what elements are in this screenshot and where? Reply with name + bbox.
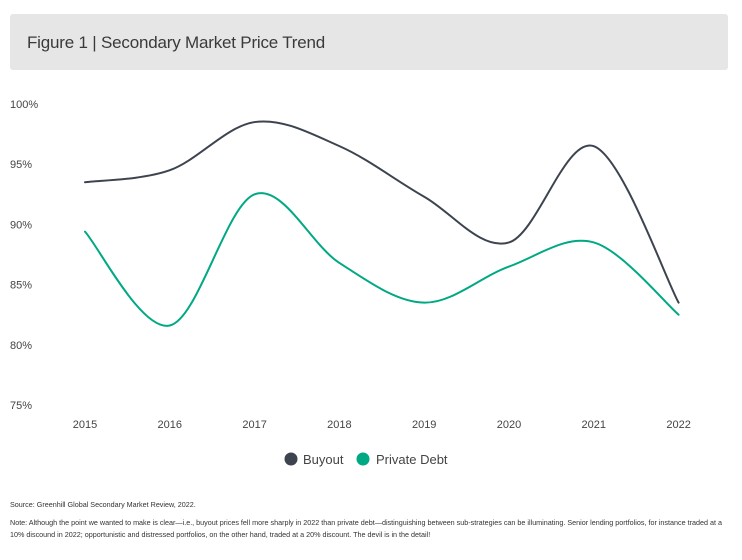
private-debt-line [84, 192, 680, 327]
y-tick-label: 100% [10, 99, 38, 111]
y-tick-label: 80% [10, 340, 32, 352]
footnote: Note: Although the point we wanted to ma… [10, 518, 722, 539]
buyout-legend-marker [284, 452, 298, 466]
x-tick-label: 2017 [242, 419, 266, 431]
y-axis-ticks: 100% 95% 90% 85% 80% 75% [10, 99, 38, 412]
x-tick-label: 2016 [158, 419, 182, 431]
chart-title: Figure 1 | Secondary Market Price Trend [27, 33, 326, 52]
source-note: Source: Greenhill Global Secondary Marke… [10, 500, 196, 509]
buyout-line [84, 120, 680, 304]
x-tick-label: 2020 [497, 419, 521, 431]
y-tick-label: 85% [10, 280, 32, 292]
buyout-legend-label: Buyout [303, 452, 344, 467]
chart-legend: Buyout Private Debt [284, 452, 448, 467]
x-tick-label: 2021 [582, 419, 606, 431]
x-tick-label: 2015 [73, 419, 97, 431]
y-tick-label: 75% [10, 400, 32, 412]
private-debt-legend-label: Private Debt [376, 452, 448, 467]
x-tick-label: 2019 [412, 419, 436, 431]
x-tick-label: 2018 [327, 419, 351, 431]
line-chart: 100% 95% 90% 85% 80% 75% 2015 2016 2017 2018 2019… [10, 99, 691, 467]
y-tick-label: 90% [10, 219, 32, 231]
x-axis-ticks: 2015 2016 2017 2018 2019 2020 2021 2022 [73, 419, 691, 431]
chart-title-box: Figure 1 | Secondary Market Price Trend [10, 14, 728, 70]
private-debt-legend-marker [356, 452, 370, 466]
chart-lines [84, 120, 680, 327]
y-tick-label: 95% [10, 159, 32, 171]
x-tick-label: 2022 [666, 419, 690, 431]
